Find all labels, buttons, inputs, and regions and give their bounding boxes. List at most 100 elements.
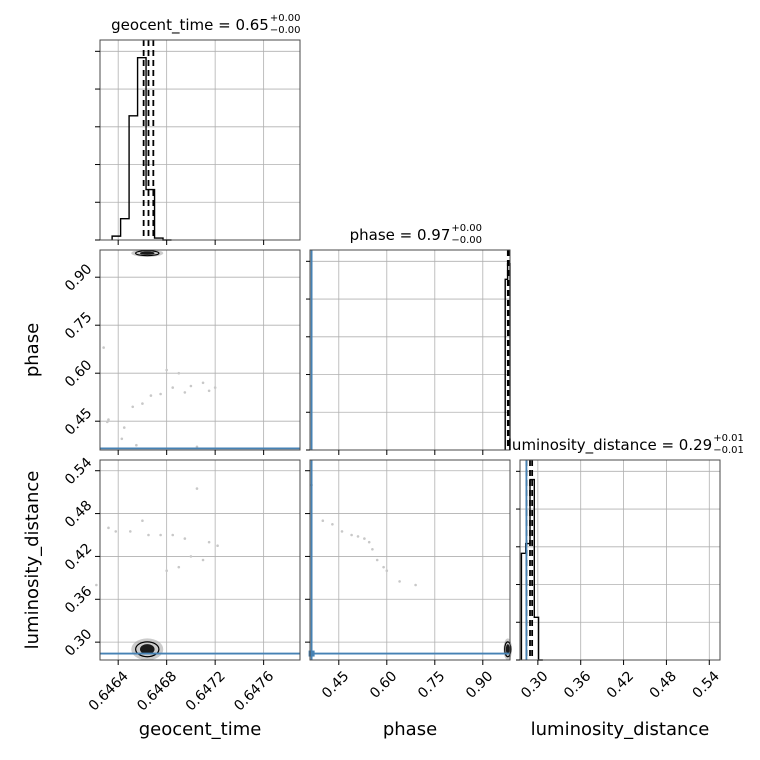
scatter-point [382, 565, 385, 569]
density-core [505, 644, 510, 655]
truth-marker [308, 650, 315, 657]
y-tick-label: 0.90 [62, 261, 95, 294]
scatter-point [195, 445, 199, 449]
scatter-point [171, 533, 175, 537]
y-tick-label: 0.36 [62, 583, 95, 616]
scatter-point [340, 530, 344, 533]
scatter-point [189, 384, 193, 388]
title-upper-error: +0.00 [270, 13, 301, 24]
scatter-point [177, 371, 181, 375]
x-tick-label: 0.6468 [134, 668, 180, 714]
y-axis-label-luminosity_distance: luminosity_distance [22, 471, 43, 650]
scatter-point [363, 537, 366, 540]
title-upper-error: +0.00 [451, 223, 482, 234]
y-tick-label: 0.75 [62, 309, 95, 342]
title-lower-error: −0.00 [270, 25, 301, 36]
x-tick-label: 0.45 [319, 668, 352, 701]
scatter-point [159, 392, 162, 396]
scatter-point [385, 569, 389, 573]
scatter-point [216, 544, 219, 548]
panel-phase-vs-phase [306, 249, 511, 455]
scatter-point [183, 391, 187, 394]
panel-luminosity_distance-vs-luminosity_distance: 0.30 0.36 0.42 0.48 0.54 [516, 459, 723, 702]
panel-frame [99, 249, 301, 451]
x-axis-label-phase: phase [383, 719, 437, 740]
y-tick-label: 0.30 [62, 626, 95, 659]
panel-frame [99, 39, 301, 241]
x-tick-label: 0.42 [604, 668, 637, 701]
scatter-point [171, 386, 175, 389]
scatter-point [371, 547, 374, 551]
y-tick-label: 0.54 [62, 455, 95, 488]
scatter-point [207, 389, 211, 393]
scatter-point [114, 530, 118, 533]
y-tick-label: 0.45 [62, 405, 95, 438]
x-tick-label: 0.48 [647, 668, 680, 701]
density-contour [504, 641, 512, 658]
scatter-point [183, 537, 187, 540]
scatter-point [102, 346, 105, 349]
scatter-point [141, 402, 144, 405]
scatter-point [82, 416, 86, 420]
density-core [140, 251, 155, 255]
panel-frame [309, 249, 511, 451]
scatter-point [414, 583, 417, 587]
scatter-point [107, 418, 110, 421]
scatter-point [165, 569, 168, 573]
panel-title-phase: phase = 0.97 [350, 226, 451, 244]
panel-frame [99, 459, 301, 661]
density-core [140, 644, 155, 655]
scatter-point [122, 426, 126, 429]
scatter-point [398, 580, 401, 583]
y-tick-label: 0.60 [62, 357, 95, 390]
y-tick-label: 0.42 [62, 540, 95, 573]
scatter-point [189, 555, 193, 558]
scatter-point [141, 519, 144, 523]
scatter-point [213, 386, 217, 389]
panel-phase-vs-geocent_time: 0.45 0.60 0.75 0.90 [62, 249, 301, 455]
panel-title-luminosity_distance: luminosity_distance = 0.29 [508, 436, 712, 455]
y-tick-label: 0.48 [62, 498, 95, 531]
panel-luminosity_distance-vs-phase: 0.45 0.60 0.75 0.90 [305, 459, 512, 702]
density-contour [135, 641, 160, 658]
panel-title-geocent_time: geocent_time = 0.65 [111, 16, 269, 35]
y-axis-label-phase: phase [22, 323, 43, 377]
panel-luminosity_distance-vs-geocent_time: 0.6464 0.6468 0.6472 0.6476 0.30 0.36 0.42 0.48… [62, 455, 301, 714]
density-contour [135, 250, 160, 257]
scatter-point [201, 381, 205, 385]
scatter-point [165, 368, 168, 372]
x-axis-label-luminosity_distance: luminosity_distance [531, 719, 710, 740]
scatter-point [149, 394, 153, 397]
scatter-point [95, 583, 98, 587]
x-tick-label: 0.75 [415, 668, 448, 701]
histogram-luminosity_distance [520, 478, 543, 661]
title-lower-error: −0.01 [713, 445, 744, 456]
x-tick-label: 0.6476 [231, 668, 277, 714]
scatter-point [159, 533, 162, 537]
panel-frame [309, 459, 511, 661]
x-tick-label: 0.60 [367, 668, 400, 701]
scatter-point [195, 487, 199, 490]
scatter-point [350, 533, 353, 537]
scatter-point [177, 565, 181, 569]
scatter-point [135, 443, 138, 447]
x-tick-label: 0.6464 [86, 668, 132, 714]
x-tick-label: 0.90 [463, 668, 496, 701]
x-tick-label: 0.30 [518, 668, 551, 701]
scatter-point [107, 526, 110, 530]
title-lower-error: −0.00 [451, 235, 482, 246]
x-axis-label-geocent_time: geocent_time [139, 719, 262, 740]
scatter-point [367, 540, 371, 544]
histogram-geocent_time [111, 56, 172, 241]
scatter-point [375, 558, 379, 562]
scatter-point [129, 530, 132, 533]
scatter-point [105, 420, 109, 424]
panel-frame [519, 459, 721, 661]
scatter-point [120, 437, 124, 441]
scatter-point [321, 519, 325, 523]
title-upper-error: +0.01 [713, 433, 744, 444]
scatter-point [131, 405, 135, 409]
x-tick-label: 0.36 [561, 668, 594, 701]
scatter-point [356, 535, 360, 538]
